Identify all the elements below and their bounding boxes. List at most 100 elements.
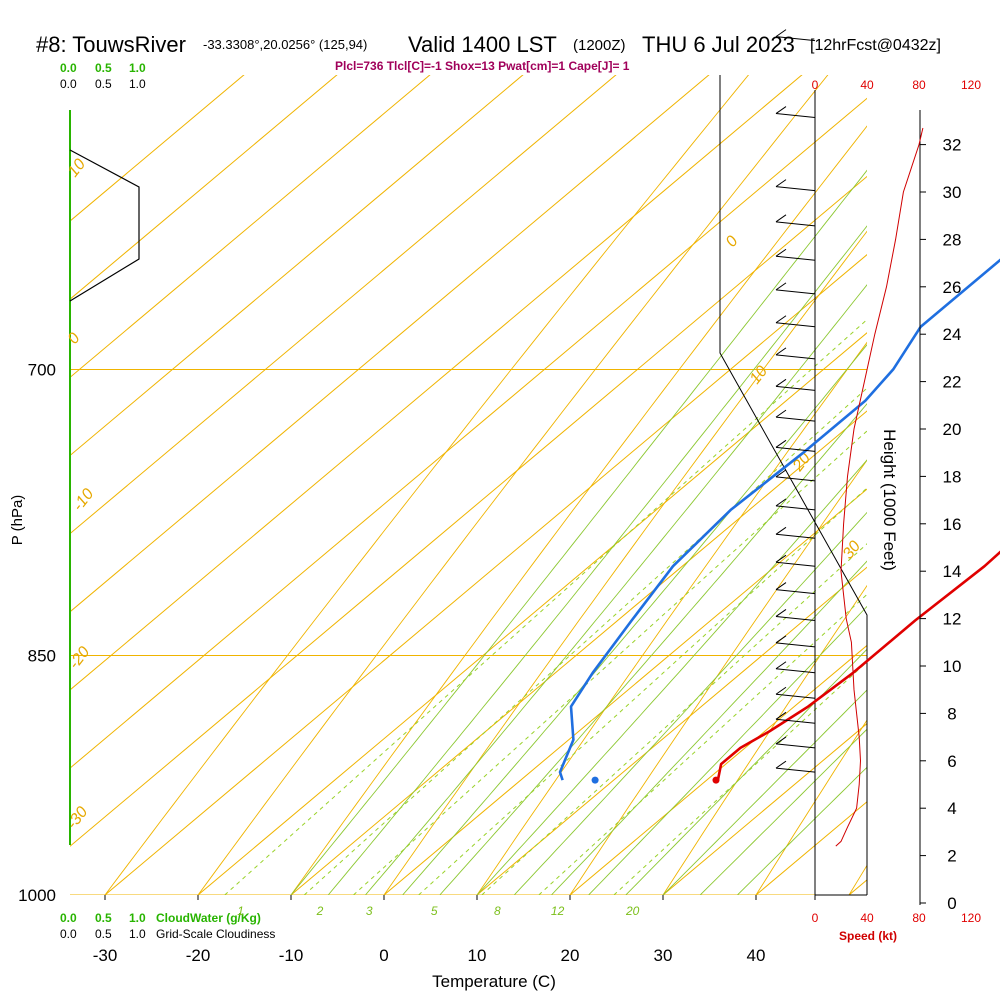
height-axis-title: Height (1000 Feet) — [880, 429, 899, 571]
x-tick-label: 40 — [747, 946, 766, 965]
cloud-bracket — [69, 149, 140, 302]
speed-tick-top: 120 — [961, 78, 981, 92]
wind-barb — [775, 315, 816, 328]
wind-barb — [775, 282, 816, 295]
dry-adiabat — [290, 125, 867, 895]
mixing-ratio-label: 1 — [237, 904, 244, 918]
barb-flag — [775, 554, 787, 563]
stability-indices: Plcl=736 Tlcl[C]=-1 Shox=13 Pwat[cm]=1 C… — [335, 59, 630, 73]
height-tick-label: 28 — [943, 230, 962, 249]
wind-barb — [775, 686, 816, 699]
sounding-profiles — [558, 258, 1000, 784]
barb-shaft — [775, 255, 816, 261]
moist-adiabat — [439, 403, 867, 895]
barb-shaft — [775, 589, 816, 595]
isotherm-line — [70, 175, 867, 847]
forecast-tag: [12hrFcst@0432z] — [810, 37, 941, 54]
barb-shaft — [775, 446, 816, 452]
barb-shaft — [775, 385, 816, 391]
barb-flag — [775, 29, 787, 38]
wind-barb — [775, 469, 816, 482]
y-axis-title: P (hPa) — [9, 495, 26, 546]
wind-barb — [775, 248, 816, 261]
moist-adiabat — [402, 344, 867, 895]
cloud-scale-bottom-green-1: 1.0 — [129, 911, 146, 925]
mixing-ratio-label: 2 — [316, 904, 324, 918]
speed-tick-bottom: 120 — [961, 911, 981, 925]
wind-speed-curve — [835, 127, 924, 847]
valid-date: THU 6 Jul 2023 — [642, 32, 795, 57]
wind-barb — [775, 439, 816, 452]
wind-barb — [775, 29, 816, 42]
chart-frame — [69, 75, 868, 900]
barb-flag — [775, 736, 787, 745]
barb-shaft — [775, 561, 816, 567]
barb-flag — [775, 760, 787, 769]
moist-adiabat — [551, 560, 867, 895]
moist-adiabat — [662, 689, 867, 895]
barb-flag — [775, 315, 787, 324]
barb-flag — [775, 661, 787, 670]
cloud-scale-bottom-black-1: 1.0 — [129, 927, 146, 941]
barb-shaft — [775, 416, 816, 422]
isotherm-line — [70, 97, 867, 769]
x-tick-label: -10 — [279, 946, 304, 965]
barb-flag — [775, 106, 787, 114]
background-lines — [70, 75, 867, 895]
height-tick-label: 18 — [943, 467, 962, 486]
speed-tick-top: 80 — [912, 78, 926, 92]
station-coords: -33.3308°,20.0256° (125,94) — [203, 37, 367, 52]
speed-tick-bottom: 80 — [912, 911, 926, 925]
barb-shaft — [775, 221, 816, 227]
wind-barb — [775, 736, 816, 749]
barb-flag — [775, 214, 787, 223]
x-tick-label: 0 — [379, 946, 388, 965]
wind-barb — [775, 582, 816, 595]
barb-flag — [775, 378, 787, 387]
moist-adiabat — [513, 511, 867, 895]
barb-shaft — [775, 354, 816, 360]
dry-adiabat — [569, 459, 867, 895]
wind-barb — [775, 760, 816, 773]
y-tick-label: 1000 — [18, 886, 56, 905]
height-tick-label: 0 — [947, 894, 956, 913]
barb-flag — [775, 248, 787, 257]
barb-flag — [775, 498, 787, 507]
barb-flag — [775, 582, 787, 590]
barb-flag — [775, 686, 787, 695]
wind-panel — [775, 29, 924, 847]
mixing-ratio-label: 5 — [431, 904, 438, 918]
station-title: #8: TouwsRiver — [36, 32, 186, 57]
barb-shaft — [775, 743, 816, 749]
height-tick-label: 6 — [947, 752, 956, 771]
wind-barb — [775, 711, 816, 724]
cloudwater-label: CloudWater (g/Kg) — [156, 911, 261, 925]
barb-shaft — [775, 505, 816, 511]
height-tick-label: 22 — [943, 373, 962, 392]
height-tick-label: 24 — [943, 325, 962, 344]
barb-flag — [775, 179, 787, 188]
barb-shaft — [775, 322, 816, 328]
barb-flag — [775, 711, 787, 720]
dewpoint-line — [558, 258, 1000, 781]
barb-shaft — [775, 767, 816, 773]
cloud-scale-green-05: 0.5 — [95, 61, 112, 75]
x-axis-title: Temperature (C) — [432, 972, 556, 991]
height-tick-label: 12 — [943, 610, 962, 629]
barb-flag — [775, 526, 787, 535]
height-tick-label: 10 — [943, 657, 962, 676]
wind-barb — [775, 347, 816, 360]
cloud-scale-black-05: 0.5 — [95, 77, 112, 91]
cloudiness-label: Grid-Scale Cloudiness — [156, 927, 275, 941]
dry-adiabat — [662, 584, 867, 895]
cloud-scale-bottom-black-0: 0.0 — [60, 927, 77, 941]
speed-tick-bottom: 40 — [860, 911, 874, 925]
y-tick-label: 700 — [28, 360, 56, 379]
barb-shaft — [775, 642, 816, 648]
dry-adiabat — [104, 75, 750, 895]
cloud-scale-black-0: 0.0 — [60, 77, 77, 91]
valid-time: Valid 1400 LST — [408, 32, 557, 57]
barb-shaft — [775, 476, 816, 482]
height-tick-label: 16 — [943, 515, 962, 534]
